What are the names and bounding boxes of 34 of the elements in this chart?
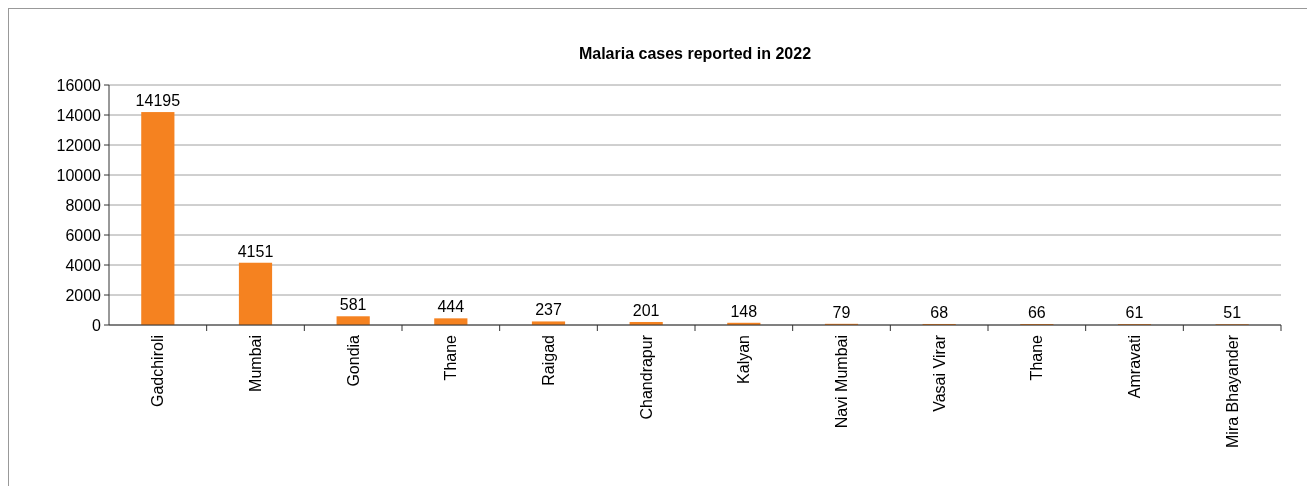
data-label: 61 <box>1125 304 1144 322</box>
data-label: 51 <box>1223 304 1242 322</box>
y-tick-label: 8000 <box>65 196 102 214</box>
y-tick-label: 12000 <box>56 136 102 154</box>
y-tick-label: 14000 <box>56 106 102 124</box>
data-label: 201 <box>632 301 660 319</box>
x-tick-label: Amravati <box>1126 335 1144 399</box>
y-tick-label: 6000 <box>65 226 102 244</box>
x-tick-label: Chandrapur <box>637 334 655 420</box>
data-label: 66 <box>1027 304 1046 322</box>
data-label: 148 <box>730 302 758 320</box>
x-tick-label: Kalyan <box>735 335 753 384</box>
data-label: 79 <box>832 303 851 321</box>
x-tick-label: Gondia <box>344 334 362 387</box>
data-label: 444 <box>437 298 465 316</box>
x-tick-label: Vasai Virar <box>930 334 948 412</box>
x-tick-label: Mumbai <box>247 335 265 392</box>
y-tick-label: 4000 <box>65 256 102 274</box>
data-label: 237 <box>535 301 562 319</box>
x-tick-label: Navi Mumbai <box>833 335 851 429</box>
x-tick-label: Thane <box>1028 334 1046 381</box>
data-label: 581 <box>339 296 367 314</box>
y-tick-label: 0 <box>92 316 102 334</box>
chart-title: Malaria cases reported in 2022 <box>578 45 812 62</box>
x-tick-label: Thane <box>442 334 460 381</box>
x-tick-label: Mira Bhayander <box>1223 334 1241 448</box>
x-tick-label: Gadchiroli <box>149 335 167 408</box>
y-tick-label: 2000 <box>65 286 102 304</box>
data-label: 68 <box>930 303 949 321</box>
x-tick-label: Raigad <box>540 335 558 386</box>
data-label: 14195 <box>135 92 181 110</box>
y-tick-label: 16000 <box>56 76 102 94</box>
y-tick-label: 10000 <box>56 166 102 184</box>
data-label: 4151 <box>237 242 274 260</box>
